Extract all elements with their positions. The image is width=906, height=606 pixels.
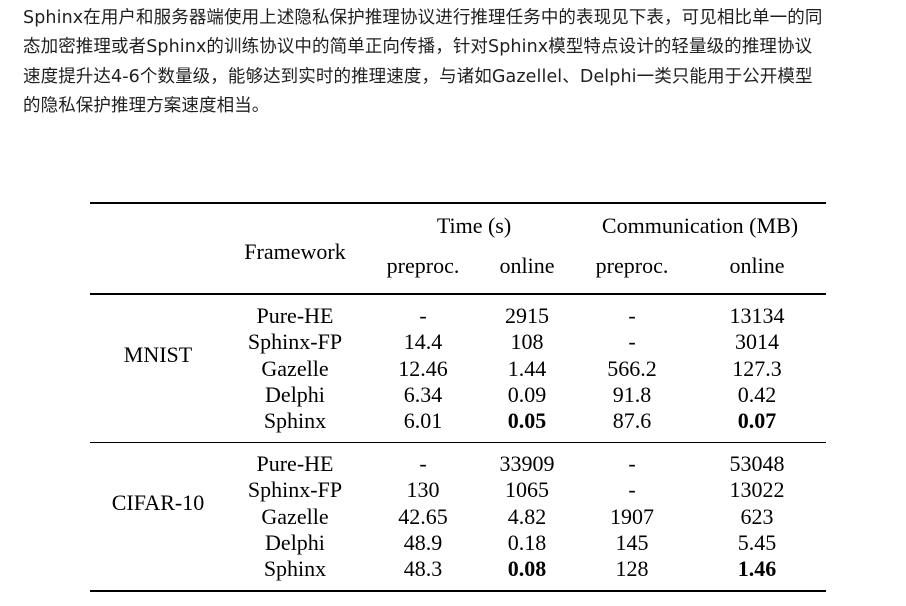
time-preproc-cell: - [419,303,427,328]
time-preproc-cell: 12.46 [398,356,448,381]
intro-line: 速度提升达4-6个数量级，能够达到实时的推理速度，与诸如Gazellel、Del… [23,66,813,87]
time-preproc-cell: 6.01 [403,408,443,433]
intro-line: 态加密推理或者Sphinx的训练协议中的简单正向传播，针对Sphinx模型特点设… [23,37,813,58]
time-online-cell-best: 0.08 [507,556,547,581]
time-online-cell-best: 0.05 [507,408,547,433]
time-preproc-cell: 42.65 [398,504,448,529]
dataset-label: CIFAR-10 [111,490,205,515]
framework-cell: Pure-HE [256,451,334,476]
framework-cell: Sphinx [263,556,327,581]
intro-line: 的隐私保护推理方案速度相当。 [23,95,270,116]
time-preproc-cell: - [419,451,427,476]
table-bottom-rule [90,590,826,592]
dataset-label: MNIST [123,342,193,367]
time-online-cell: 1065 [505,477,549,502]
comm-preproc-cell: 145 [615,530,649,555]
header-comm-preproc: preproc. [595,253,669,278]
comm-preproc-cell: 1907 [610,504,654,529]
header-comm-group: Communication (MB) [601,213,799,238]
framework-cell: Gazelle [261,356,329,381]
time-online-cell: 33909 [499,451,555,476]
comm-preproc-cell: - [628,329,636,354]
time-preproc-cell: 48.3 [403,556,443,581]
header-time-online: online [499,253,555,278]
header-rule [90,293,826,295]
framework-cell: Sphinx-FP [247,329,343,354]
comm-online-cell-best: 0.07 [737,408,777,433]
header-time-preproc: preproc. [386,253,460,278]
time-online-cell: 0.09 [507,382,547,407]
time-preproc-cell: 6.34 [403,382,443,407]
header-comm-online: online [729,253,785,278]
header-time-group: Time (s) [436,213,512,238]
comm-preproc-cell: 87.6 [612,408,652,433]
comm-preproc-cell: 566.2 [607,356,657,381]
framework-cell: Gazelle [261,504,329,529]
comm-online-cell: 3014 [735,329,779,354]
time-online-cell: 0.18 [507,530,547,555]
framework-cell: Sphinx [263,408,327,433]
header-framework: Framework [244,239,346,264]
group-separator-rule [90,442,826,443]
intro-line: Sphinx在用户和服务器端使用上述隐私保护推理协议进行推理任务中的表现见下表，… [23,8,823,28]
time-online-cell: 2915 [505,303,549,328]
comm-preproc-cell: 128 [615,556,649,581]
time-online-cell: 4.82 [507,504,547,529]
comm-preproc-cell: - [628,451,636,476]
time-preproc-cell: 14.4 [403,329,443,354]
comm-online-cell: 623 [740,504,774,529]
time-preproc-cell: 130 [406,477,440,502]
time-online-cell: 1.44 [507,356,547,381]
comm-online-cell: 53048 [729,451,785,476]
comm-preproc-cell: - [628,303,636,328]
framework-cell: Delphi [265,382,325,407]
comm-online-cell: 0.42 [737,382,777,407]
framework-cell: Sphinx-FP [247,477,343,502]
table-top-rule [90,202,826,204]
comm-online-cell: 13134 [729,303,785,328]
comm-preproc-cell: - [628,477,636,502]
time-preproc-cell: 48.9 [403,530,443,555]
comm-online-cell: 127.3 [732,356,782,381]
intro-paragraph: Sphinx在用户和服务器端使用上述隐私保护推理协议进行推理任务中的表现见下表，… [23,4,895,121]
comm-online-cell: 5.45 [737,530,777,555]
comm-online-cell-best: 1.46 [737,556,777,581]
comm-preproc-cell: 91.8 [612,382,652,407]
time-online-cell: 108 [510,329,544,354]
framework-cell: Pure-HE [256,303,334,328]
framework-cell: Delphi [265,530,325,555]
comm-online-cell: 13022 [729,477,785,502]
